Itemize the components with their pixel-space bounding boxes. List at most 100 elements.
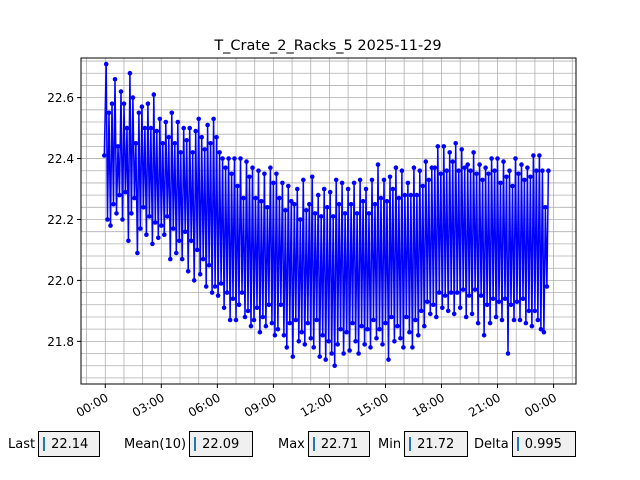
data-point <box>330 214 336 219</box>
data-point <box>230 296 236 302</box>
data-point <box>525 165 530 170</box>
data-point <box>212 284 218 289</box>
data-point <box>414 192 420 198</box>
data-point <box>150 241 155 247</box>
x-tick-label: 00:00 <box>522 390 559 419</box>
data-point <box>362 342 367 347</box>
data-point <box>543 205 548 210</box>
data-point <box>250 165 255 170</box>
data-point <box>420 183 426 189</box>
data-point <box>220 156 225 161</box>
data-point <box>226 156 231 161</box>
data-point <box>484 302 490 308</box>
data-point <box>214 134 219 140</box>
data-point <box>136 110 142 116</box>
stat-min-field[interactable]: 21.72 <box>404 431 469 457</box>
data-point <box>486 171 491 177</box>
data-point <box>459 147 465 152</box>
data-point <box>383 320 388 326</box>
data-point <box>516 171 521 177</box>
data-point <box>371 317 376 323</box>
stat-delta-value: 0.995 <box>524 436 562 452</box>
data-point <box>266 302 272 308</box>
data-point <box>196 116 201 122</box>
text-cursor <box>516 437 519 451</box>
data-point <box>178 150 183 155</box>
data-point <box>501 159 506 164</box>
data-point <box>144 232 149 237</box>
data-point <box>278 302 284 308</box>
data-point <box>546 168 551 173</box>
data-point <box>244 159 249 164</box>
data-point <box>428 311 433 317</box>
data-point <box>199 134 204 140</box>
data-point <box>299 329 305 335</box>
data-point <box>368 345 373 350</box>
data-point <box>253 195 258 201</box>
data-point <box>174 250 179 256</box>
data-point <box>499 317 505 323</box>
data-point <box>332 363 338 369</box>
data-point <box>529 323 535 329</box>
data-point <box>117 192 122 198</box>
data-point <box>323 357 329 362</box>
data-point <box>493 314 499 320</box>
data-point <box>457 305 463 311</box>
data-point <box>298 217 303 222</box>
data-point <box>522 177 527 183</box>
data-point <box>392 339 397 344</box>
data-point <box>177 238 182 244</box>
data-point <box>302 342 308 347</box>
data-point <box>187 125 192 131</box>
stat-max-field[interactable]: 22.71 <box>307 431 370 457</box>
data-point <box>175 119 181 125</box>
stat-max-label: Max <box>278 436 305 452</box>
data-point <box>123 189 128 195</box>
data-point <box>324 205 330 210</box>
data-point <box>377 326 382 332</box>
data-point <box>344 329 349 335</box>
data-point <box>480 177 485 183</box>
data-point <box>217 150 222 155</box>
data-point <box>251 317 257 323</box>
data-point <box>265 205 270 210</box>
data-point <box>380 342 385 347</box>
data-point <box>520 296 526 302</box>
data-point <box>441 144 447 149</box>
data-point <box>511 317 517 323</box>
data-point <box>363 186 369 192</box>
data-point <box>472 287 478 292</box>
data-point <box>311 345 317 350</box>
data-point <box>534 168 539 173</box>
data-point <box>431 302 436 308</box>
stat-mean-field[interactable]: 22.09 <box>189 431 254 457</box>
data-point <box>120 217 125 222</box>
data-point <box>401 345 406 350</box>
stat-last-field[interactable]: 22.14 <box>38 431 101 457</box>
data-point <box>426 177 432 183</box>
data-point <box>387 174 393 180</box>
data-point <box>109 101 115 106</box>
data-point <box>531 153 536 158</box>
data-point <box>437 290 442 295</box>
stat-delta-field[interactable]: 0.995 <box>511 431 576 457</box>
data-point <box>132 195 137 201</box>
data-point <box>456 168 462 173</box>
data-point <box>290 354 296 359</box>
data-point <box>157 116 163 122</box>
data-point <box>236 302 242 308</box>
data-point <box>139 104 145 109</box>
data-point <box>130 95 136 100</box>
data-point <box>260 314 266 320</box>
data-point <box>463 314 469 320</box>
data-point <box>200 256 206 262</box>
data-point <box>460 287 466 292</box>
data-point <box>133 141 139 146</box>
data-point <box>450 159 456 164</box>
data-point <box>342 211 348 216</box>
data-point <box>419 308 424 314</box>
data-point <box>275 326 281 332</box>
data-point <box>135 250 140 256</box>
data-point <box>185 269 191 274</box>
data-point <box>353 339 358 344</box>
